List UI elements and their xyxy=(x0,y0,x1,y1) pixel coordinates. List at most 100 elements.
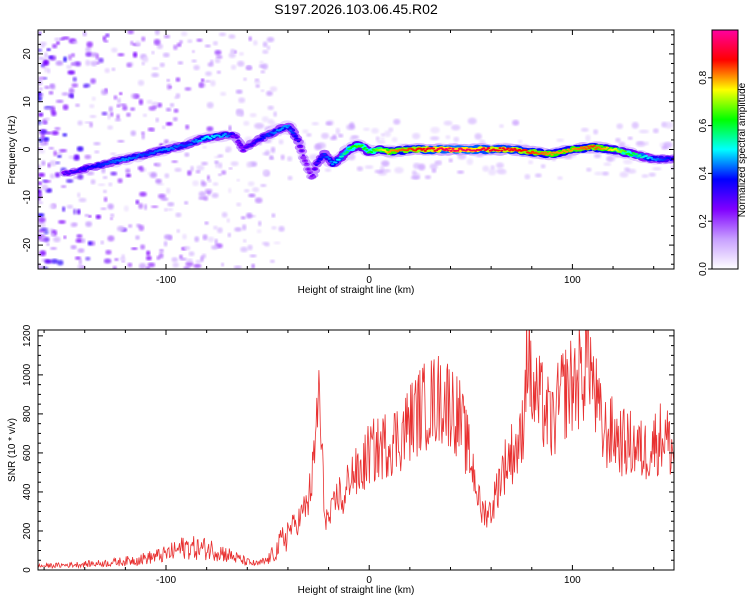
chart-title: S197.2026.103.06.45.R02 xyxy=(274,1,438,17)
noise-blob xyxy=(185,124,190,130)
ridge-segment xyxy=(249,144,253,147)
noise-blob xyxy=(246,212,253,219)
noise-blob xyxy=(91,60,97,67)
ridge-segment xyxy=(96,163,101,166)
noise-blob xyxy=(661,146,669,150)
noise-blob xyxy=(130,130,137,137)
noise-blob xyxy=(172,262,179,268)
noise-blob xyxy=(213,225,218,230)
noise-blob xyxy=(74,61,82,67)
noise-blob xyxy=(176,42,182,47)
ridge-segment xyxy=(111,159,115,162)
noise-blob xyxy=(41,160,46,166)
noise-blob xyxy=(451,124,461,131)
ridge-segment xyxy=(560,151,564,154)
ridge-segment xyxy=(584,147,588,150)
noise-blob xyxy=(605,155,616,162)
noise-blob xyxy=(119,92,123,96)
ridge-segment xyxy=(496,149,501,152)
noise-blob xyxy=(46,48,51,52)
noise-blob xyxy=(71,83,79,88)
ridge-segment xyxy=(365,148,369,151)
noise-blob xyxy=(125,173,132,178)
noise-blob xyxy=(214,160,219,164)
noise-blob xyxy=(262,152,269,156)
noise-blob xyxy=(103,196,108,202)
noise-blob xyxy=(85,47,92,52)
ridge-segment xyxy=(267,134,271,137)
noise-blob xyxy=(49,173,55,179)
noise-blob xyxy=(167,201,175,207)
noise-blob xyxy=(140,244,146,250)
noise-blob xyxy=(184,152,190,157)
ridge-segment xyxy=(264,134,268,137)
noise-blob xyxy=(393,118,401,125)
noise-blob xyxy=(165,187,171,194)
noise-blob xyxy=(411,170,417,175)
noise-blob xyxy=(91,96,96,101)
noise-blob xyxy=(40,227,49,231)
noise-blob xyxy=(123,205,129,212)
noise-blob xyxy=(105,249,112,255)
noise-blob xyxy=(117,53,125,57)
ridge-segment xyxy=(482,147,486,150)
noise-blob xyxy=(50,258,59,264)
ridge-segment xyxy=(95,164,99,167)
noise-blob xyxy=(338,133,344,138)
noise-blob xyxy=(77,120,83,126)
noise-blob xyxy=(89,114,97,119)
ridge-segment xyxy=(348,147,353,150)
noise-blob xyxy=(202,145,207,149)
noise-blob xyxy=(149,172,158,179)
colorbar-bar xyxy=(711,29,739,270)
noise-blob xyxy=(200,255,204,262)
noise-blob xyxy=(100,207,107,211)
noise-blob xyxy=(249,112,257,118)
noise-blob xyxy=(603,162,612,167)
noise-blob xyxy=(262,41,268,48)
noise-blob xyxy=(109,217,113,220)
noise-blob xyxy=(137,79,145,86)
noise-blob xyxy=(84,213,89,217)
ridge-segment xyxy=(152,151,156,154)
ridge-segment xyxy=(226,134,231,137)
ridge-segment xyxy=(592,144,596,147)
noise-blob xyxy=(157,193,166,199)
noise-blob xyxy=(528,160,534,165)
noise-blob xyxy=(53,150,57,157)
noise-blob xyxy=(51,43,58,49)
noise-blob xyxy=(145,266,151,269)
noise-blob xyxy=(244,188,250,193)
noise-blob xyxy=(254,122,265,130)
ridge-segment xyxy=(241,149,245,152)
y-tick-label: 400 xyxy=(22,483,33,500)
noise-blob xyxy=(262,169,269,176)
noise-blob xyxy=(107,113,111,120)
noise-blob xyxy=(364,165,374,170)
ridge-segment xyxy=(327,157,332,160)
noise-blob xyxy=(163,240,168,247)
noise-blob xyxy=(84,154,92,160)
noise-blob xyxy=(187,39,193,44)
noise-blob xyxy=(70,222,78,228)
noise-blob xyxy=(88,215,92,218)
noise-blob xyxy=(243,77,247,82)
colorbar-tick-label: 0.8 xyxy=(698,70,709,84)
noise-blob xyxy=(38,181,42,186)
noise-blob xyxy=(198,196,206,201)
noise-blob xyxy=(271,213,276,218)
ridge-segment xyxy=(231,132,236,135)
ridge-segment xyxy=(444,148,449,151)
noise-blob xyxy=(266,90,273,96)
ridge-segment xyxy=(311,173,315,176)
noise-blob xyxy=(101,89,108,96)
noise-blob xyxy=(204,44,211,48)
noise-blob xyxy=(627,136,633,140)
noise-blob xyxy=(73,176,79,179)
noise-blob xyxy=(230,161,239,167)
ridge-segment xyxy=(587,147,592,150)
ridge-segment xyxy=(246,145,250,148)
noise-blob xyxy=(62,104,69,111)
ridge-segment xyxy=(550,153,554,156)
ridge-segment xyxy=(109,161,114,164)
